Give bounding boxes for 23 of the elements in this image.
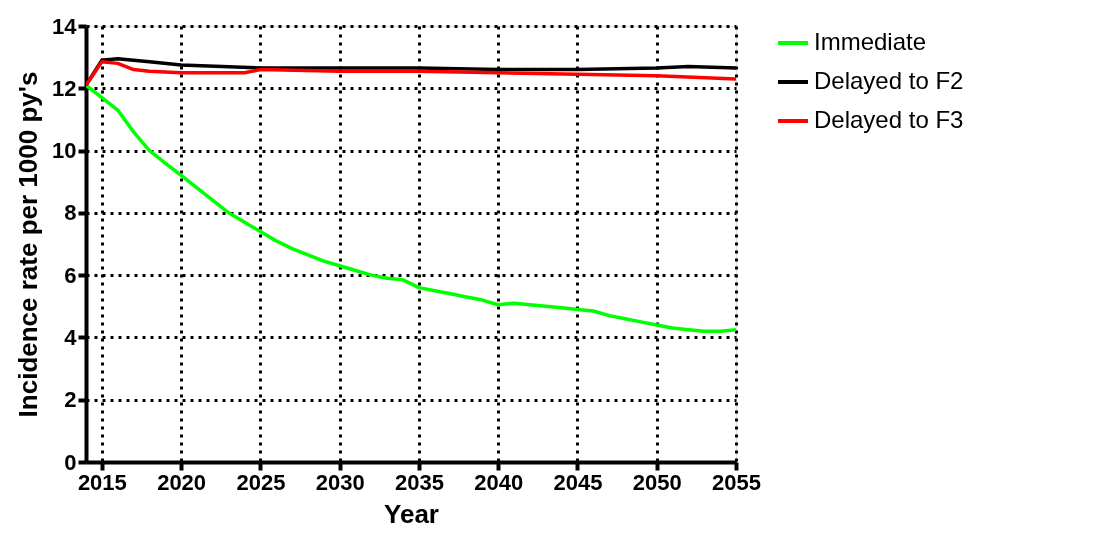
y-tick-label: 8: [64, 200, 77, 226]
x-tick-label: 2020: [157, 469, 207, 495]
line-series: [86, 83, 736, 333]
y-tick-label: 12: [52, 75, 77, 101]
x-tick-label: 2045: [553, 469, 603, 495]
y-tick-label: 10: [52, 138, 77, 164]
x-tick-label: 2015: [77, 469, 127, 495]
y-tick-label: 2: [64, 387, 77, 413]
legend-label: Delayed to F2: [814, 67, 964, 94]
y-tick-label: 4: [64, 324, 78, 350]
y-tick-label: 0: [64, 449, 77, 475]
y-tick-label: 6: [64, 262, 77, 288]
x-tick-label: 2055: [712, 469, 761, 495]
x-tick-label: 2040: [474, 469, 524, 495]
x-tick-label: 2030: [315, 469, 365, 495]
x-tick-label: 2050: [632, 469, 682, 495]
x-axis-title: Year: [384, 498, 439, 529]
x-tick-label: 2035: [394, 469, 444, 495]
y-axis-title: Incidence rate per 1000 py's: [13, 71, 44, 418]
y-tick-label: 14: [52, 13, 78, 39]
legend-label: Immediate: [814, 28, 927, 55]
legend-label: Delayed to F3: [814, 106, 964, 133]
x-tick-label: 2025: [236, 469, 286, 495]
